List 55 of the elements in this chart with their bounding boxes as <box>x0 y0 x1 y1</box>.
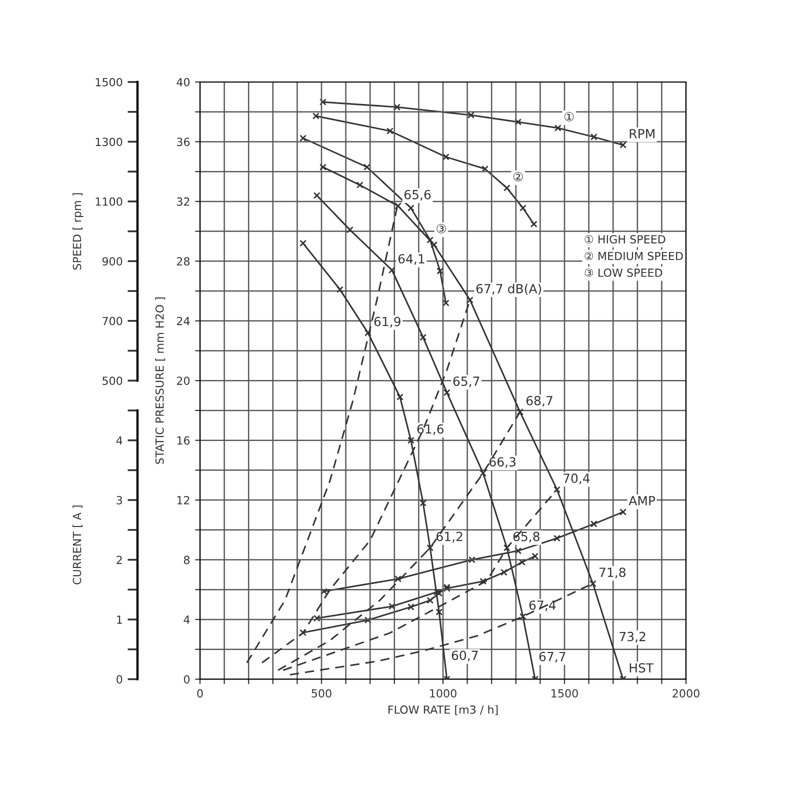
annotation: ① HIGH SPEED <box>584 235 666 244</box>
annotation: ② <box>513 172 523 182</box>
y3-axis-title: CURRENT [ A ] <box>72 506 83 584</box>
y2-tick-label: 1500 <box>96 78 122 86</box>
y-tick-label: 20 <box>176 376 190 385</box>
annotation: 73,2 <box>620 632 646 643</box>
annotation: 71,8 <box>600 568 626 578</box>
y3-tick-label: 1 <box>117 616 122 624</box>
annotation: HST <box>630 663 654 673</box>
y-tick-label: 4 <box>184 616 190 624</box>
annotation: ① <box>564 112 574 122</box>
y2-tick-label: 700 <box>102 316 122 326</box>
annotation: 67,7 <box>539 652 566 663</box>
annotation: 65,8 <box>513 532 540 543</box>
y2-tick-label: 1100 <box>96 197 122 206</box>
annotation: 65,6 <box>404 190 431 201</box>
annotation: 61,6 <box>417 424 444 436</box>
x-tick-label: 1000 <box>430 689 456 698</box>
annotation: 70,4 <box>564 474 590 484</box>
y-tick-label: 8 <box>184 556 190 564</box>
annotation: 64,1 <box>398 254 424 265</box>
x-tick-label: 500 <box>312 689 332 698</box>
annotation: 68,7 <box>526 396 552 407</box>
y2-tick-label: 1300 <box>96 138 122 146</box>
y-tick-label: 16 <box>177 436 190 445</box>
y2-tick-label: 500 <box>102 376 122 385</box>
y3-tick-label: 3 <box>116 496 122 504</box>
y-tick-label: 12 <box>177 496 190 504</box>
x-axis-title: FLOW RATE [m3 / h] <box>388 705 498 716</box>
y-axis-title: STATIC PRESSURE [ mm H2O ] <box>155 298 166 464</box>
y3-tick-label: 2 <box>116 556 122 564</box>
y3-tick-label: 4 <box>116 436 122 445</box>
x-tick-label: 1500 <box>552 689 578 698</box>
annotation: 67,7 dB(A) <box>476 284 542 295</box>
y2-tick-label: 900 <box>102 257 122 266</box>
annotation: ③ LOW SPEED <box>584 268 662 277</box>
y3-tick-label: 0 <box>116 675 122 684</box>
annotation: ③ <box>436 224 446 234</box>
annotation: 60,7 <box>452 650 478 662</box>
y-tick-label: 24 <box>176 316 190 326</box>
annotation: 61,9 <box>374 316 400 328</box>
y-tick-label: 0 <box>184 675 190 684</box>
y-tick-label: 28 <box>176 257 190 266</box>
annotation: 65,7 <box>453 376 480 388</box>
y-tick-label: 40 <box>176 78 190 86</box>
annotation: ② MEDIUM SPEED <box>584 252 683 260</box>
annotation: 61,2 <box>436 532 462 543</box>
x-tick-label: 2000 <box>672 689 700 698</box>
y-tick-label: 36 <box>176 138 190 146</box>
x-tick-label: 0 <box>197 689 203 698</box>
y2-axis-title: SPEED [ rpm ] <box>72 193 84 270</box>
y-tick-label: 32 <box>176 197 190 206</box>
annotation: RPM <box>630 129 654 138</box>
annotation: AMP <box>628 496 656 506</box>
annotation: 66,3 <box>490 457 516 468</box>
